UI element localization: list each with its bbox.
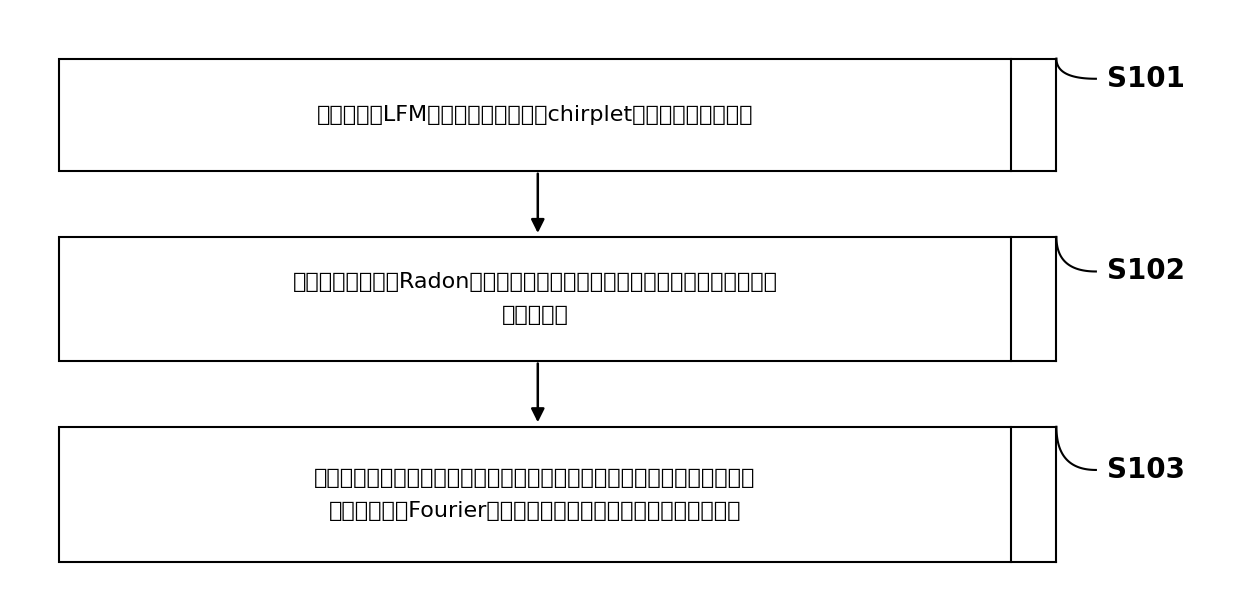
FancyBboxPatch shape	[58, 237, 1011, 360]
Text: 对接收到的LFM信号做广义扩展线性chirplet变换的时频分析图像: 对接收到的LFM信号做广义扩展线性chirplet变换的时频分析图像	[317, 105, 753, 125]
Text: 将时频分析图进行Radon变换，并计算其最大值，根据最大值所对应的角度估
计调频斜率: 将时频分析图进行Radon变换，并计算其最大值，根据最大值所对应的角度估 计调频…	[292, 272, 777, 325]
Text: 利用调频斜率构造解调参考信号，将其与原信号相乘得到解调信号，对解调
信号进行广义Fourier变换，并利用其最大值的位置估计起始频率: 利用调频斜率构造解调参考信号，将其与原信号相乘得到解调信号，对解调 信号进行广义…	[315, 468, 756, 521]
Text: S103: S103	[1108, 456, 1186, 484]
FancyBboxPatch shape	[58, 427, 1011, 562]
Text: S101: S101	[1108, 65, 1184, 93]
Text: S102: S102	[1108, 258, 1186, 285]
FancyBboxPatch shape	[58, 59, 1011, 171]
